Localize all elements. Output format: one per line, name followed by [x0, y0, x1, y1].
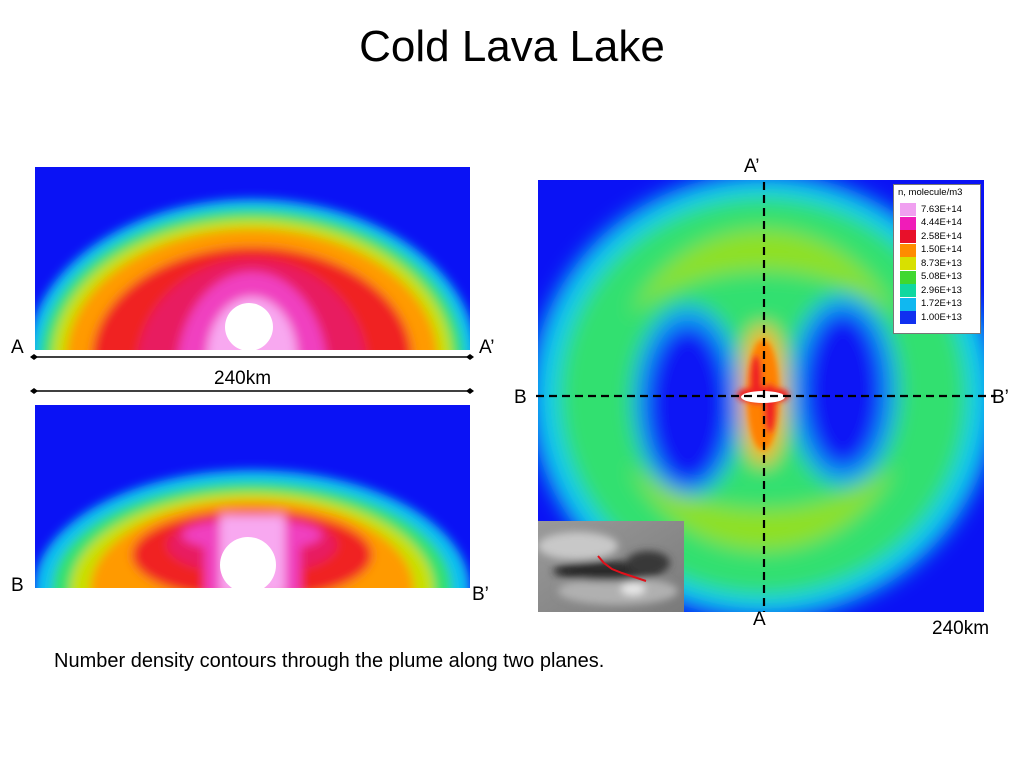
- legend-swatch: [900, 284, 916, 297]
- legend-entry: 1.50E+14: [900, 243, 962, 257]
- legend-entry: 8.73E+13: [900, 257, 962, 270]
- legend-value: 1.50E+14: [921, 244, 962, 255]
- legend-entry: 1.00E+13: [900, 311, 962, 324]
- density-plot-b: [35, 405, 470, 588]
- legend-value: 7.63E+14: [921, 203, 962, 215]
- legend-swatch: [900, 216, 916, 230]
- density-plot-a: [35, 167, 470, 350]
- legend-swatch: [900, 230, 916, 243]
- legend-swatch: [900, 297, 916, 311]
- crosshair-lines: [536, 182, 996, 612]
- axis-line-a: [30, 354, 474, 394]
- legend-entry: 7.63E+14: [900, 203, 962, 216]
- label-a-prime-right: A’: [744, 156, 760, 177]
- legend-value: 5.08E+13: [921, 271, 962, 282]
- legend-swatch: [900, 311, 916, 324]
- legend-entry: 1.72E+13: [900, 297, 962, 311]
- legend-title: n, molecule/m3: [898, 187, 963, 198]
- legend-entry: 2.96E+13: [900, 284, 962, 297]
- slide-caption: Number density contours through the plum…: [54, 650, 605, 672]
- scale-label-right: 240km: [932, 618, 990, 639]
- legend-value: 1.00E+13: [921, 311, 962, 323]
- label-b-left: B: [11, 575, 24, 596]
- scale-label-left: 240km: [214, 368, 272, 389]
- legend-value: 4.44E+14: [921, 217, 962, 228]
- legend-value: 8.73E+13: [921, 257, 962, 269]
- label-a-left: A: [11, 337, 24, 358]
- inset-image: [538, 521, 684, 612]
- legend-swatch: [900, 257, 916, 270]
- legend-swatch: [900, 243, 916, 257]
- legend-value: 1.72E+13: [921, 298, 962, 309]
- legend-swatch: [900, 270, 916, 284]
- legend-value: 2.58E+14: [921, 230, 962, 242]
- colorbar-legend: n, molecule/m3 7.63E+14 4.44E+14 2.58E+14 1…: [893, 184, 981, 334]
- legend-entry: 2.58E+14: [900, 230, 962, 243]
- legend-swatch: [900, 203, 916, 216]
- legend-value: 2.96E+13: [921, 284, 962, 296]
- slide-title: Cold Lava Lake: [359, 22, 665, 71]
- label-b-prime-left: B’: [472, 584, 489, 605]
- label-a-prime-left: A’: [479, 337, 495, 358]
- legend-entry: 5.08E+13: [900, 270, 962, 284]
- label-b-prime-right: B’: [992, 387, 1009, 408]
- label-a-right: A: [753, 609, 766, 630]
- legend-entry: 4.44E+14: [900, 216, 962, 230]
- label-b-right: B: [514, 387, 527, 408]
